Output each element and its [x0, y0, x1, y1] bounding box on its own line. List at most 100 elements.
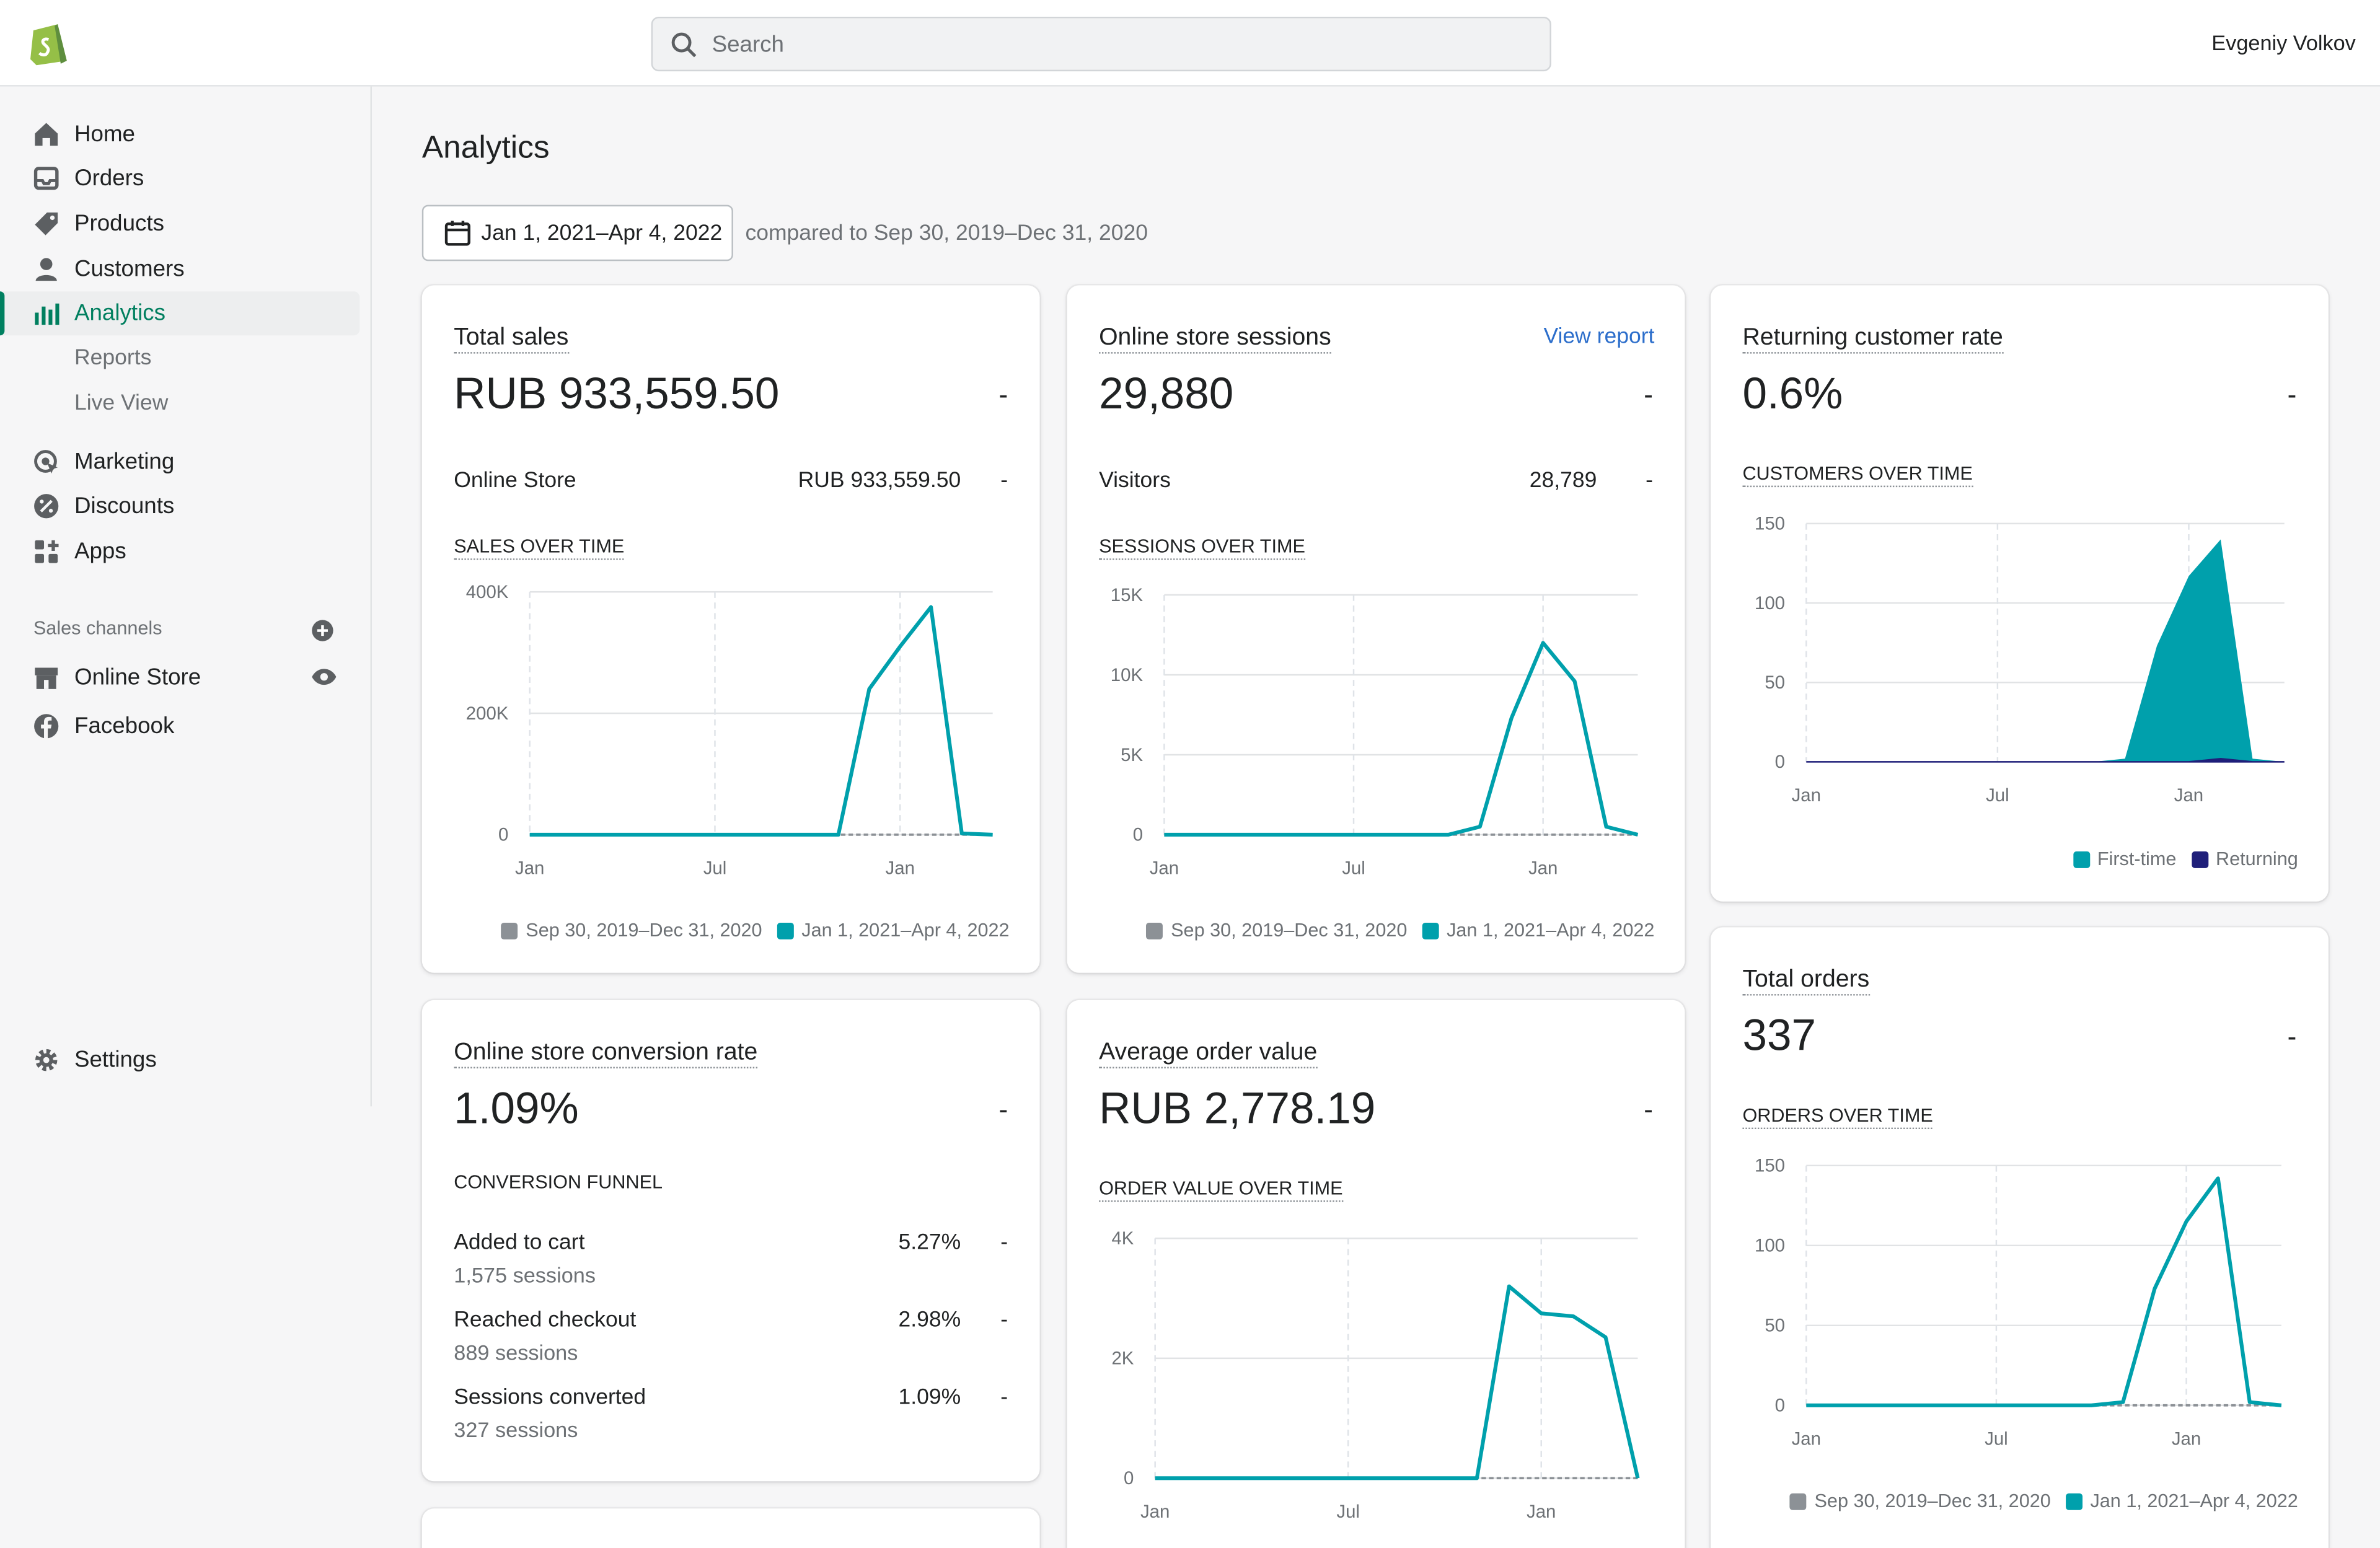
x-tick-label: Jan: [2174, 785, 2203, 806]
eye-icon[interactable]: [311, 668, 337, 686]
total-orders-card: Total orders 337 - ORDERS OVER TIME 150 1…: [1711, 927, 2329, 1548]
partial-card: [421, 1508, 1040, 1548]
date-range-button[interactable]: Jan 1, 2021–Apr 4, 2022: [421, 204, 733, 262]
metric-value: 29,880: [1099, 370, 1234, 419]
legend-label-current: Jan 1, 2021–Apr 4, 2022: [2090, 1490, 2298, 1512]
sidebar-item-label: Facebook: [74, 713, 175, 739]
current-period-line: [1155, 1284, 1640, 1480]
x-tick-label: Jan: [886, 858, 915, 879]
chart-title[interactable]: ORDER VALUE OVER TIME: [1099, 1177, 1343, 1202]
funnel-step-label: Added to cart: [454, 1231, 585, 1256]
sidebar-item-label: Customers: [74, 256, 185, 283]
top-bar: Search Evgeniy Volkov: [0, 0, 2380, 87]
legend-swatch-current: [2066, 1492, 2083, 1510]
sales-over-time-chart: 400K 200K 0 Jan Jul Jan: [466, 582, 993, 879]
sidebar-item-reports[interactable]: Reports: [0, 337, 359, 381]
active-indicator: [0, 291, 5, 336]
y-tick-label: 15K: [1111, 585, 1144, 605]
chart-legend: First-time Returning: [2073, 848, 2298, 869]
sidebar-item-facebook[interactable]: Facebook: [0, 704, 359, 748]
user-menu[interactable]: Evgeniy Volkov: [2211, 30, 2356, 55]
add-channel-icon[interactable]: [311, 619, 334, 642]
sidebar-item-label: Discounts: [74, 493, 175, 519]
change-indicator: -: [1644, 1094, 1653, 1125]
funnel-title: CONVERSION FUNNEL: [454, 1171, 663, 1193]
sidebar-item-customers[interactable]: Customers: [0, 247, 359, 291]
store-icon: [35, 667, 58, 689]
legend-label-current: Jan 1, 2021–Apr 4, 2022: [1447, 920, 1655, 941]
sidebar-item-analytics[interactable]: Analytics: [0, 291, 360, 336]
sidebar-item-label: Live View: [74, 391, 169, 416]
breakdown-label: Visitors: [1099, 468, 1171, 493]
y-tick-label: 0: [1124, 1468, 1134, 1489]
x-tick-label: Jan: [515, 858, 544, 879]
x-tick-label: Jul: [1336, 1502, 1360, 1522]
shopify-logo-icon[interactable]: [27, 18, 70, 66]
funnel-step-label: Reached checkout: [454, 1308, 637, 1333]
sidebar-item-apps[interactable]: Apps: [0, 530, 359, 574]
x-tick-label: Jul: [1985, 1428, 2008, 1449]
card-title[interactable]: Online store sessions: [1099, 325, 1331, 354]
funnel-step-rate: 5.27%: [898, 1231, 961, 1256]
page-title: Analytics: [421, 130, 550, 165]
card-title[interactable]: Total orders: [1742, 967, 1870, 996]
card-title[interactable]: Returning customer rate: [1742, 325, 2003, 354]
legend-swatch-previous: [501, 921, 519, 939]
chart-legend: Sep 30, 2019–Dec 31, 2020 Jan 1, 2021–Ap…: [1790, 1490, 2298, 1511]
order-value-over-time-chart: 4K 2K 0 Jan Jul Jan: [1111, 1228, 1640, 1522]
facebook-icon: [34, 714, 59, 739]
target-icon: [34, 450, 58, 474]
legend-label-previous: Sep 30, 2019–Dec 31, 2020: [1814, 1490, 2051, 1512]
funnel-step-change: -: [1000, 1385, 1008, 1410]
card-title[interactable]: Average order value: [1099, 1040, 1318, 1069]
funnel-step-rate: 2.98%: [898, 1308, 961, 1333]
change-indicator: -: [998, 1094, 1008, 1125]
y-tick-label: 5K: [1121, 745, 1143, 765]
sidebar-item-products[interactable]: Products: [0, 202, 359, 246]
sidebar-item-online-store[interactable]: Online Store: [0, 656, 359, 700]
chart-title[interactable]: ORDERS OVER TIME: [1742, 1105, 1933, 1130]
sidebar-item-discounts[interactable]: Discounts: [0, 484, 359, 528]
chart-title[interactable]: CUSTOMERS OVER TIME: [1742, 463, 1973, 488]
y-tick-label: 4K: [1111, 1228, 1134, 1249]
breakdown-change: -: [1646, 468, 1653, 493]
y-tick-label: 0: [498, 825, 508, 845]
sidebar-item-label: Products: [74, 211, 164, 237]
online-store-sessions-card: Online store sessions View report 29,880…: [1067, 285, 1685, 973]
card-title[interactable]: Online store conversion rate: [454, 1040, 758, 1069]
sidebar-item-marketing[interactable]: Marketing: [0, 440, 359, 484]
chart-title[interactable]: SALES OVER TIME: [454, 535, 625, 560]
x-tick-label: Jan: [1528, 858, 1558, 879]
conversion-rate-card: Online store conversion rate 1.09% - CON…: [421, 1000, 1040, 1482]
sidebar-item-settings[interactable]: Settings: [0, 1038, 359, 1082]
search-bar[interactable]: Search: [651, 16, 1551, 72]
view-report-link[interactable]: View report: [1543, 325, 1655, 350]
y-tick-label: 50: [1765, 672, 1785, 693]
sidebar-item-home[interactable]: Home: [0, 112, 359, 156]
sidebar-item-label: Marketing: [74, 449, 175, 475]
sidebar-item-label: Orders: [74, 165, 144, 191]
sidebar-item-label: Reports: [74, 346, 152, 371]
y-tick-label: 50: [1765, 1316, 1785, 1336]
comparison-period: compared to Sep 30, 2019–Dec 31, 2020: [745, 221, 1148, 246]
returning-customer-rate-card: Returning customer rate 0.6% - CUSTOMERS…: [1711, 285, 2329, 902]
search-input[interactable]: Search: [712, 31, 784, 57]
legend-label-returning: Returning: [2216, 848, 2298, 870]
sidebar-item-label: Analytics: [74, 300, 166, 327]
metric-value: 0.6%: [1742, 370, 1843, 419]
x-tick-label: Jul: [1986, 785, 2009, 806]
metric-value: 337: [1742, 1012, 1816, 1061]
sidebar-item-live-view[interactable]: Live View: [0, 382, 359, 426]
breakdown-value: 28,789: [1529, 468, 1597, 493]
legend-label-previous: Sep 30, 2019–Dec 31, 2020: [526, 920, 762, 941]
total-sales-card: Total sales RUB 933,559.50 - Online Stor…: [421, 285, 1040, 973]
change-indicator: -: [998, 379, 1008, 410]
sidebar-item-label: Online Store: [74, 664, 201, 691]
card-title[interactable]: Total sales: [454, 325, 569, 354]
chart-title[interactable]: SESSIONS OVER TIME: [1099, 535, 1305, 560]
sidebar-item-orders[interactable]: Orders: [0, 156, 359, 200]
calendar-icon: [444, 221, 470, 246]
sales-channels-heading: Sales channels: [33, 617, 162, 640]
orders-icon: [33, 167, 59, 190]
change-indicator: -: [2287, 1021, 2297, 1052]
